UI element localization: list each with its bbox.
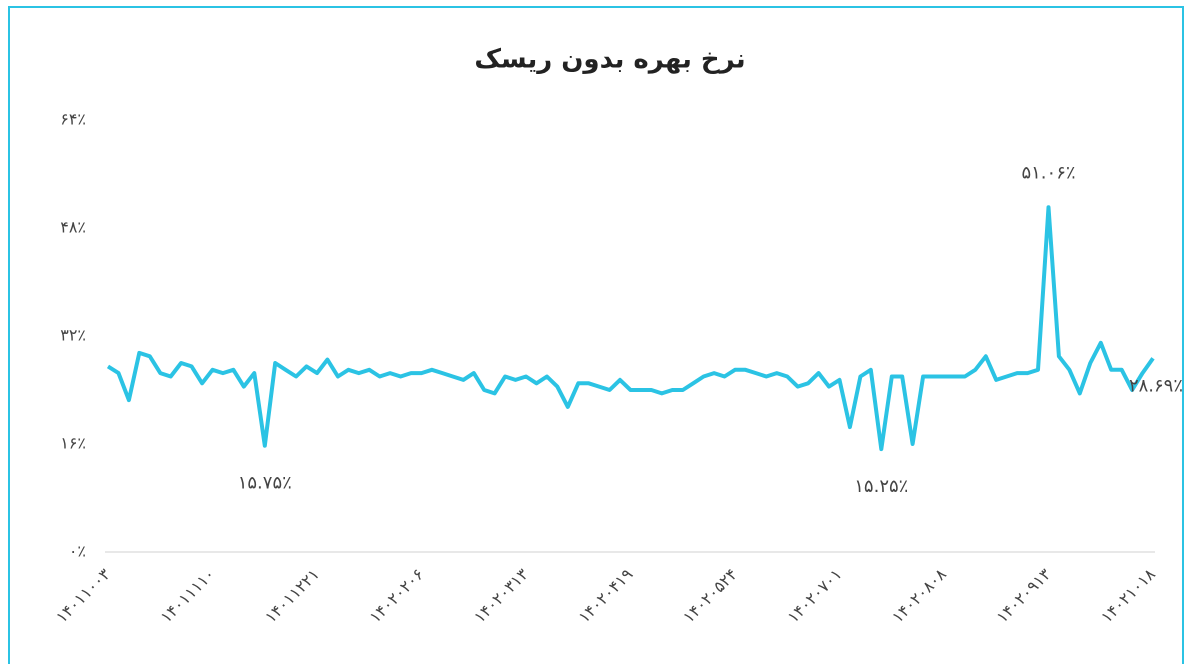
data-label: ۱۵.۷۵٪ bbox=[238, 473, 292, 494]
data-label: ۱۵.۲۵٪ bbox=[854, 476, 908, 497]
y-tick-label: ۳۲٪ bbox=[60, 326, 86, 345]
data-label: ۲۸.۶۹٪ bbox=[1129, 375, 1183, 396]
data-label: ۵۱.۰۶٪ bbox=[1021, 162, 1075, 183]
y-tick-label: ۴۸٪ bbox=[60, 218, 86, 237]
chart-title: نرخ بهره بدون ریسک bbox=[474, 45, 745, 75]
line bbox=[106, 205, 1155, 452]
y-tick-label: ۶۴٪ bbox=[60, 110, 86, 129]
y-tick-label: ۰٪ bbox=[69, 542, 86, 561]
frame bbox=[8, 6, 1184, 668]
y-tick-label: ۱۶٪ bbox=[60, 434, 86, 453]
